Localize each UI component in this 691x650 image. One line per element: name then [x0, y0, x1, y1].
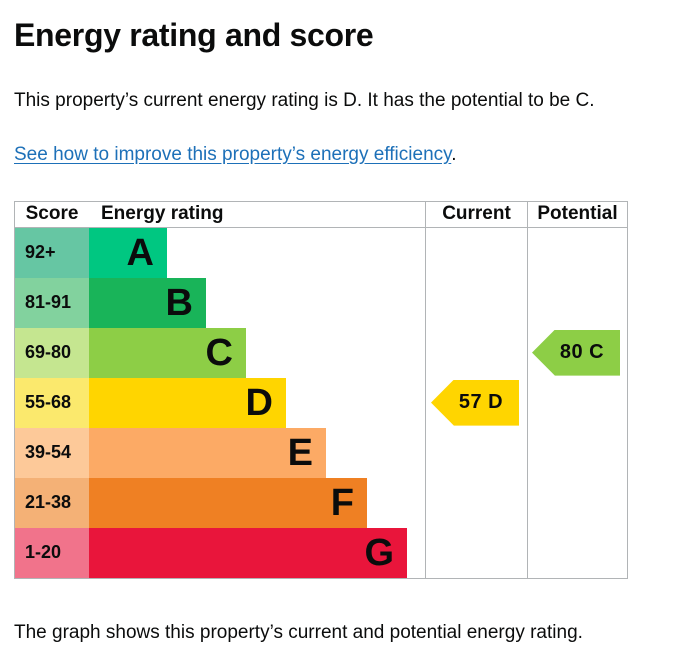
column-header-energy-rating: Energy rating: [101, 203, 224, 225]
band-row-c: 69-80 C: [15, 327, 627, 378]
score-range-a: 92+: [15, 227, 89, 278]
column-header-score: Score: [25, 203, 79, 225]
chart-caption: The graph shows this property’s current …: [14, 621, 583, 643]
score-range-g: 1-20: [15, 527, 89, 578]
link-suffix: .: [451, 143, 457, 165]
band-row-d: 55-68 D: [15, 377, 627, 428]
current-rating-label: 57 D: [458, 391, 504, 414]
band-bar-b: B: [89, 277, 206, 328]
score-range-f: 21-38: [15, 477, 89, 528]
band-bar-e: E: [89, 427, 326, 478]
potential-rating-label: 80 C: [559, 341, 605, 364]
band-row-b: 81-91 B: [15, 277, 627, 328]
score-range-e: 39-54: [15, 427, 89, 478]
band-row-e: 39-54 E: [15, 427, 627, 478]
band-bar-f: F: [89, 477, 367, 528]
score-range-c: 69-80: [15, 327, 89, 378]
band-row-f: 21-38 F: [15, 477, 627, 528]
score-range-d: 55-68: [15, 377, 89, 428]
band-bar-c: C: [89, 327, 246, 378]
band-bar-d: D: [89, 377, 286, 428]
column-divider-potential: [527, 227, 528, 578]
column-divider-current: [425, 227, 426, 578]
energy-rating-chart: Score Energy rating Current Potential 92…: [14, 200, 628, 579]
band-bar-a: A: [89, 227, 167, 278]
page-title: Energy rating and score: [14, 17, 374, 53]
chart-body: 92+ A 81-91 B 69-80 C 55-68 D 39-54 E 21-38 F 1-20 G …: [15, 227, 627, 578]
current-rating-arrow: 57 D: [431, 379, 519, 426]
improve-efficiency-line: See how to improve this property’s energ…: [14, 143, 677, 168]
column-header-current: Current: [425, 201, 527, 227]
column-header-potential: Potential: [527, 201, 627, 227]
chart-header-row: Score Energy rating Current Potential: [15, 201, 627, 228]
band-row-g: 1-20 G: [15, 527, 627, 578]
improve-efficiency-link[interactable]: See how to improve this property’s energ…: [14, 143, 452, 165]
score-range-b: 81-91: [15, 277, 89, 328]
band-bar-g: G: [89, 527, 407, 578]
band-row-a: 92+ A: [15, 227, 627, 278]
intro-text: This property’s current energy rating is…: [14, 90, 595, 112]
